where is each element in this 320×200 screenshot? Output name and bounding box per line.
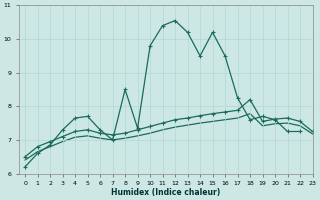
X-axis label: Humidex (Indice chaleur): Humidex (Indice chaleur) xyxy=(111,188,220,197)
